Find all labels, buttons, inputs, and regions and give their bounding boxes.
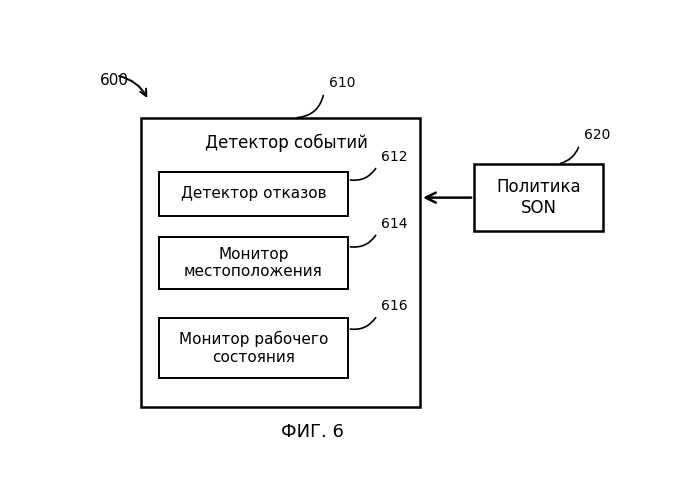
- Text: 616: 616: [381, 300, 407, 314]
- Text: 600: 600: [100, 74, 129, 88]
- Text: Детектор событий: Детектор событий: [205, 134, 368, 152]
- Text: Политика
SON: Политика SON: [496, 178, 581, 217]
- Bar: [474, 164, 603, 232]
- Bar: [140, 118, 420, 406]
- Text: 610: 610: [330, 76, 356, 90]
- Bar: [160, 318, 348, 378]
- Text: Монитор
местоположения: Монитор местоположения: [184, 247, 323, 280]
- Text: Детектор отказов: Детектор отказов: [180, 186, 326, 202]
- Bar: [160, 172, 348, 216]
- Text: 620: 620: [584, 128, 610, 141]
- Text: Монитор рабочего
состояния: Монитор рабочего состояния: [179, 331, 328, 364]
- Text: ФИГ. 6: ФИГ. 6: [281, 424, 344, 442]
- Bar: [160, 237, 348, 289]
- Text: 612: 612: [381, 150, 407, 164]
- Text: 614: 614: [381, 217, 407, 231]
